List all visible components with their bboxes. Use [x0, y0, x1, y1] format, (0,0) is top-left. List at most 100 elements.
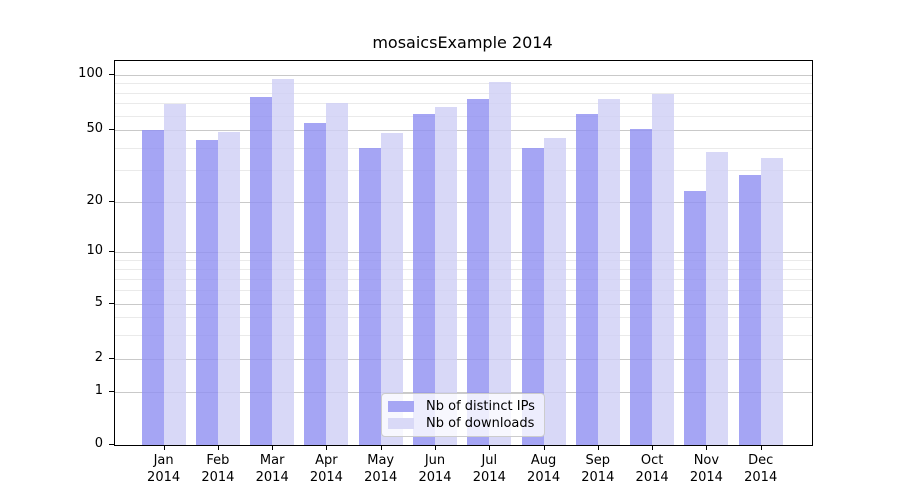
y-tick-0 [109, 444, 114, 445]
legend-item-ips: Nb of distinct IPs [388, 398, 536, 415]
x-tick-year-oct: 2014 [635, 470, 669, 485]
y-tick-label-0: 0 [94, 436, 103, 451]
x-tick-dec [760, 446, 762, 450]
y-tick-label-100: 100 [78, 65, 103, 81]
x-tick-aug [543, 446, 545, 450]
x-tick-label-oct: Oct 2014 [624, 452, 680, 486]
gridline-major-10 [115, 251, 812, 253]
y-tick-label-20: 20 [86, 192, 103, 208]
bar-downloads-apr [326, 103, 349, 445]
gridline-major-20 [115, 201, 812, 203]
bar-ips-aug [521, 147, 544, 445]
x-tick-month-sep: Sep [585, 453, 611, 468]
bar-downloads-may [380, 133, 403, 445]
gridline-major-100 [115, 74, 812, 76]
gridline-minor-4 [115, 317, 812, 319]
gridline-minor-9 [115, 259, 812, 261]
gridline-minor-90 [115, 83, 812, 85]
bar-downloads-mar [272, 78, 295, 445]
gridline-major-5 [115, 303, 812, 305]
gridline-minor-7 [115, 278, 812, 280]
bar-downloads-dec [760, 157, 783, 445]
y-tick-100 [109, 73, 114, 75]
y-tick-20 [109, 200, 114, 202]
x-tick-month-jul: Jul [481, 453, 498, 468]
x-tick-label-jun: Jun 2014 [407, 452, 463, 486]
gridline-minor-80 [115, 92, 812, 94]
bar-ips-may [358, 147, 381, 445]
x-tick-month-feb: Feb [206, 453, 230, 468]
x-tick-jul [489, 446, 491, 450]
x-tick-label-may: May 2014 [353, 452, 409, 486]
bar-ips-nov [684, 190, 707, 445]
bar-downloads-oct [652, 93, 675, 445]
bar-downloads-aug [543, 138, 566, 445]
y-tick-1 [109, 390, 114, 392]
x-tick-oct [652, 446, 654, 450]
gridline-minor-3 [115, 334, 812, 336]
gridline-minor-6 [115, 290, 812, 292]
x-tick-month-oct: Oct [640, 453, 664, 468]
x-tick-label-aug: Aug 2014 [516, 452, 572, 486]
x-tick-label-sep: Sep 2014 [570, 452, 626, 486]
x-tick-month-aug: Aug [530, 453, 557, 468]
gridline-minor-70 [115, 103, 812, 105]
bar-downloads-jan [163, 104, 186, 445]
bar-downloads-sep [597, 98, 620, 445]
bar-ips-feb [195, 140, 218, 445]
bar-ips-jan [141, 130, 164, 445]
x-tick-sep [597, 446, 599, 450]
bar-downloads-feb [217, 131, 240, 445]
x-tick-month-jan: Jan [153, 453, 174, 468]
bar-downloads-jul [489, 81, 512, 445]
gridline-minor-8 [115, 268, 812, 270]
bar-ips-oct [630, 128, 653, 445]
y-tick-2 [109, 358, 114, 360]
ips-swatch-icon [388, 401, 414, 412]
bar-ips-apr [304, 122, 327, 445]
y-tick-50 [109, 129, 114, 131]
bar-downloads-jun [435, 106, 457, 445]
x-tick-year-sep: 2014 [581, 470, 615, 485]
bar-ips-mar [250, 96, 273, 445]
chart-title: mosaicsExample 2014 [372, 33, 553, 52]
gridline-minor-40 [115, 147, 812, 149]
x-tick-mar [272, 446, 274, 450]
bar-ips-jun [413, 114, 435, 445]
x-tick-year-apr: 2014 [309, 470, 343, 485]
y-tick-label-2: 2 [94, 350, 103, 366]
legend: Nb of distinct IPs Nb of downloads [381, 393, 545, 437]
x-tick-label-jan: Jan 2014 [136, 452, 192, 486]
x-tick-year-jun: 2014 [418, 470, 452, 485]
x-tick-year-mar: 2014 [255, 470, 289, 485]
y-tick-10 [109, 250, 114, 252]
x-tick-month-apr: Apr [315, 453, 338, 468]
y-tick-label-10: 10 [86, 242, 103, 258]
x-tick-month-may: May [367, 453, 395, 468]
x-tick-may [380, 446, 382, 450]
legend-label-downloads: Nb of downloads [426, 416, 535, 431]
x-tick-apr [326, 446, 328, 450]
y-tick-label-1: 1 [94, 382, 103, 398]
x-tick-year-feb: 2014 [201, 470, 235, 485]
grid-layer [115, 61, 812, 445]
x-tick-feb [217, 446, 219, 450]
x-tick-label-apr: Apr 2014 [298, 452, 354, 486]
x-tick-month-nov: Nov [693, 453, 720, 468]
bar-ips-sep [575, 114, 598, 445]
gridline-major-50 [115, 130, 812, 132]
x-tick-year-nov: 2014 [689, 470, 723, 485]
y-tick-label-5: 5 [94, 294, 103, 310]
x-tick-label-jul: Jul 2014 [461, 452, 517, 486]
bar-ips-jul [467, 98, 490, 445]
legend-label-ips: Nb of distinct IPs [426, 399, 535, 414]
x-tick-jan [163, 446, 165, 450]
gridline-minor-60 [115, 115, 812, 117]
x-tick-label-feb: Feb 2014 [190, 452, 246, 486]
x-tick-year-jan: 2014 [147, 470, 181, 485]
plot-area: Nb of distinct IPs Nb of downloads [114, 60, 813, 446]
y-tick-5 [109, 302, 114, 304]
x-tick-year-dec: 2014 [744, 470, 778, 485]
bars-layer [115, 61, 812, 445]
